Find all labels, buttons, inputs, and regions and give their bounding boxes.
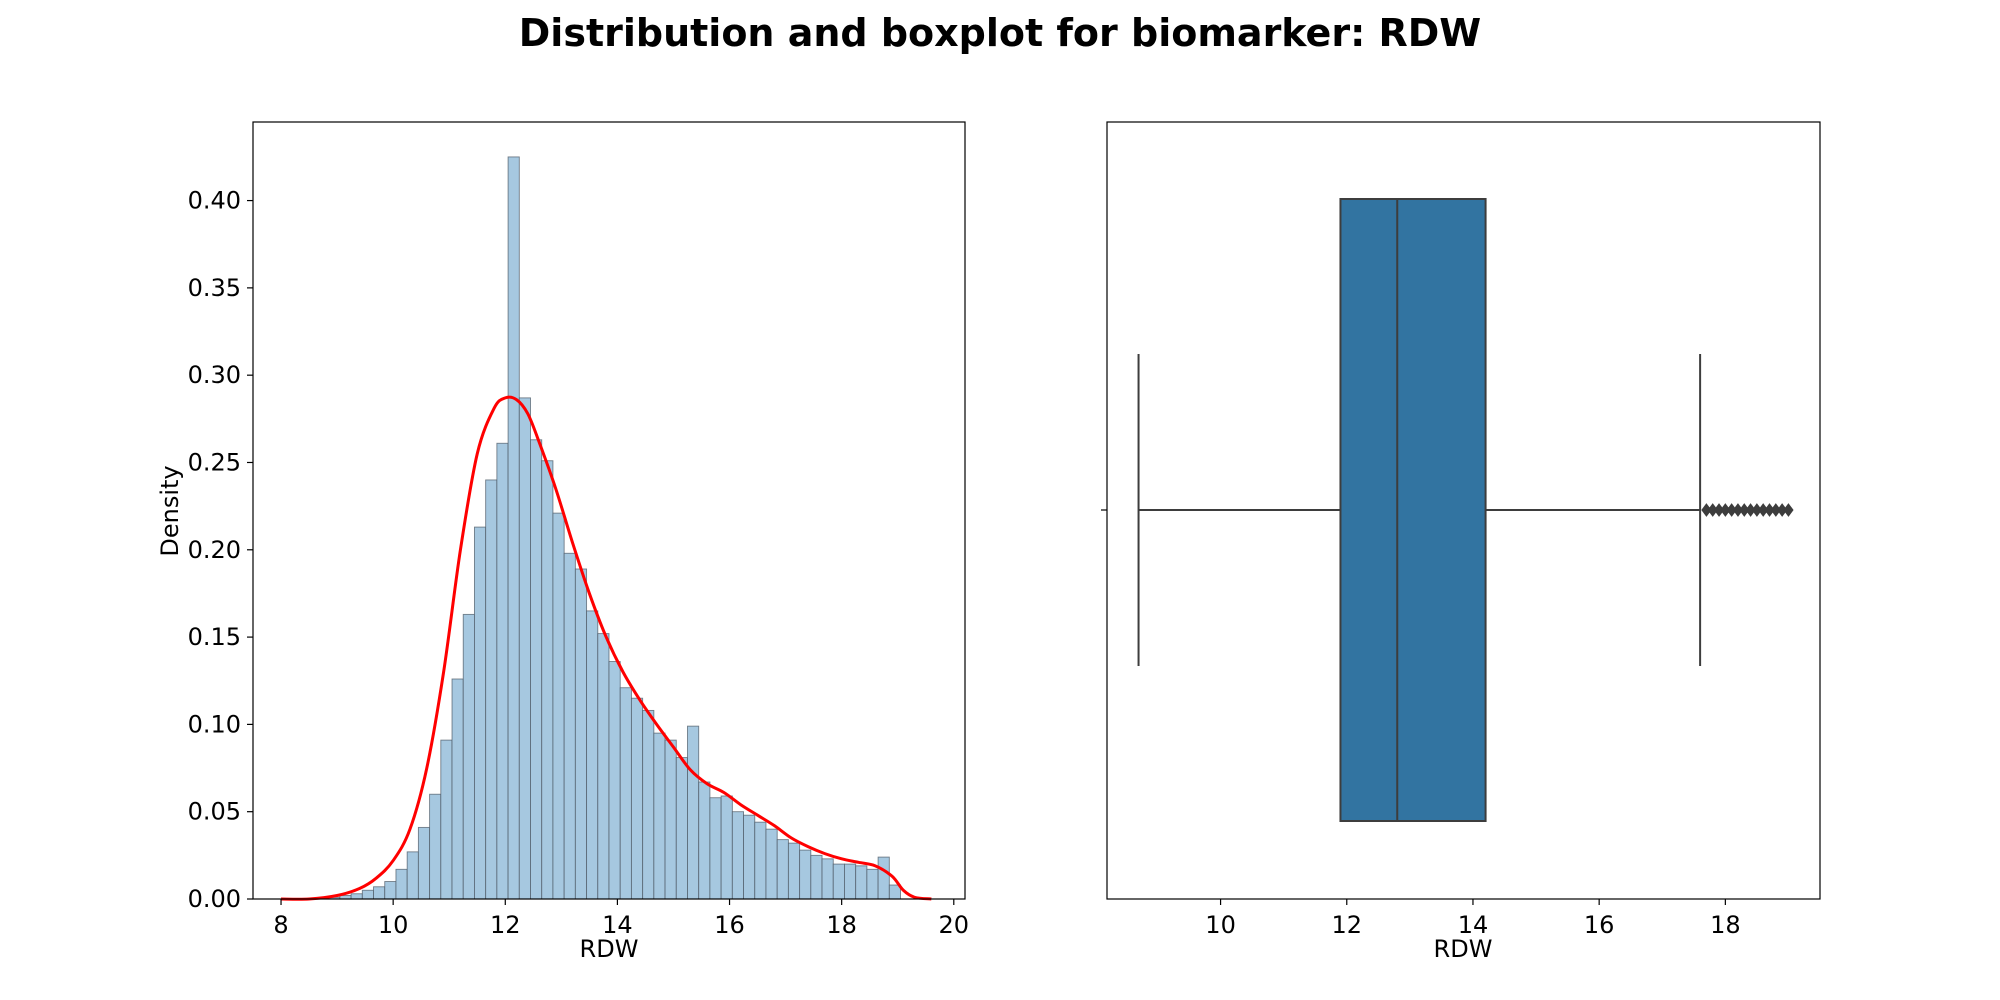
histogram-axes-frame <box>252 121 966 900</box>
histogram-bar <box>810 854 823 900</box>
histogram-y-tick-label: 0.20 <box>188 536 241 564</box>
boxplot-box <box>1339 198 1487 822</box>
boxplot-elements <box>1137 198 1794 822</box>
histogram-bar <box>855 865 868 900</box>
boxplot-panel: 10 12 14 16 18 RDW <box>1101 121 1821 963</box>
histogram-bar <box>675 757 688 900</box>
histogram-x-tick-label: 8 <box>273 911 288 939</box>
histogram-bar <box>350 893 363 900</box>
histogram-bar <box>473 526 487 900</box>
histogram-y-tick-label: 0.05 <box>188 798 241 826</box>
histogram-bar <box>608 661 621 900</box>
histogram-x-ticks: 8 10 12 14 16 18 20 <box>273 899 969 939</box>
histogram-bar <box>552 512 565 900</box>
kde-curve <box>281 395 932 901</box>
histogram-bar <box>731 811 745 900</box>
histogram-bar <box>462 613 475 900</box>
histogram-panel: 8 10 12 14 16 18 20 0.000.050.100.150.200.250.… <box>156 121 969 963</box>
boxplot-x-axis-label: RDW <box>1434 935 1493 963</box>
histogram-bar <box>630 697 644 900</box>
histogram-x-tick-label: 10 <box>378 911 409 939</box>
histogram-bar <box>518 397 531 900</box>
histogram-x-tick-label: 20 <box>939 911 970 939</box>
boxplot-x-tick-label: 18 <box>1710 911 1741 939</box>
boxplot-outlier <box>1783 503 1794 517</box>
histogram-bar <box>361 889 374 900</box>
histogram-bar <box>664 739 677 900</box>
histogram-y-tick-label: 0.30 <box>188 361 241 389</box>
boxplot-x-ticks: 10 12 14 16 18 <box>1205 899 1741 939</box>
histogram-bar <box>844 863 857 900</box>
histogram-bar <box>373 886 386 900</box>
histogram-bar <box>597 633 610 900</box>
histogram-y-tick-label: 0.10 <box>188 710 241 738</box>
histogram-bar <box>530 439 543 900</box>
histogram-bar <box>799 849 812 900</box>
histogram-x-tick-label: 18 <box>826 911 857 939</box>
histogram-bar <box>541 460 554 900</box>
histogram-x-tick-label: 12 <box>490 911 521 939</box>
histogram-y-axis-label: Density <box>156 465 184 556</box>
histogram-bar <box>507 156 520 900</box>
histogram-bar <box>832 863 845 900</box>
histogram-bar <box>574 568 588 900</box>
histogram-bar <box>687 725 700 900</box>
histogram-bar <box>743 814 756 900</box>
histogram-bar <box>653 732 666 900</box>
histogram-y-tick-label: 0.40 <box>188 187 241 215</box>
histogram-bar <box>395 868 408 900</box>
histogram-y-tick-label: 0.15 <box>188 623 241 651</box>
histogram-bar <box>485 479 498 900</box>
histogram-bar <box>754 821 767 900</box>
histogram-bar <box>429 793 442 900</box>
histogram-bar <box>642 709 655 900</box>
histogram-bar <box>787 842 801 900</box>
histogram-y-tick-label: 0.35 <box>188 274 241 302</box>
histogram-x-tick-label: 16 <box>714 911 745 939</box>
histogram-bar <box>496 442 509 900</box>
histogram-bar <box>720 795 733 900</box>
boxplot-x-tick-label: 16 <box>1584 911 1615 939</box>
boxplot-x-tick-label: 14 <box>1458 911 1489 939</box>
figure-title: Distribution and boxplot for biomarker: … <box>519 11 1481 55</box>
histogram-x-tick-label: 14 <box>602 911 633 939</box>
histogram-y-ticks: 0.00 0.05 0.10 0.15 0.20 0.25 0.30 0.35 0.40 <box>188 187 253 913</box>
histogram-bar <box>619 687 632 900</box>
histogram-bar <box>384 881 397 900</box>
histogram-bar <box>821 858 834 900</box>
boxplot-x-tick-label: 10 <box>1205 911 1236 939</box>
histogram-bar <box>877 856 890 900</box>
histogram-bar <box>586 610 599 900</box>
histogram-bar <box>451 678 464 900</box>
histogram-y-tick-label: 0.25 <box>188 448 241 476</box>
histogram-bar <box>417 826 431 900</box>
histogram-bar <box>406 851 419 900</box>
histogram-bar <box>866 868 879 900</box>
histogram-x-axis-label: RDW <box>580 935 639 963</box>
histogram-bar <box>440 739 453 900</box>
boxplot-x-tick-label: 12 <box>1331 911 1362 939</box>
histogram-y-tick-label: 0.00 <box>188 885 241 913</box>
histogram-bars <box>317 156 901 900</box>
histogram-bar <box>765 828 778 900</box>
histogram-bar <box>776 839 789 900</box>
histogram-bar <box>563 552 576 900</box>
histogram-bar <box>709 797 722 900</box>
histogram-bar <box>698 781 711 900</box>
